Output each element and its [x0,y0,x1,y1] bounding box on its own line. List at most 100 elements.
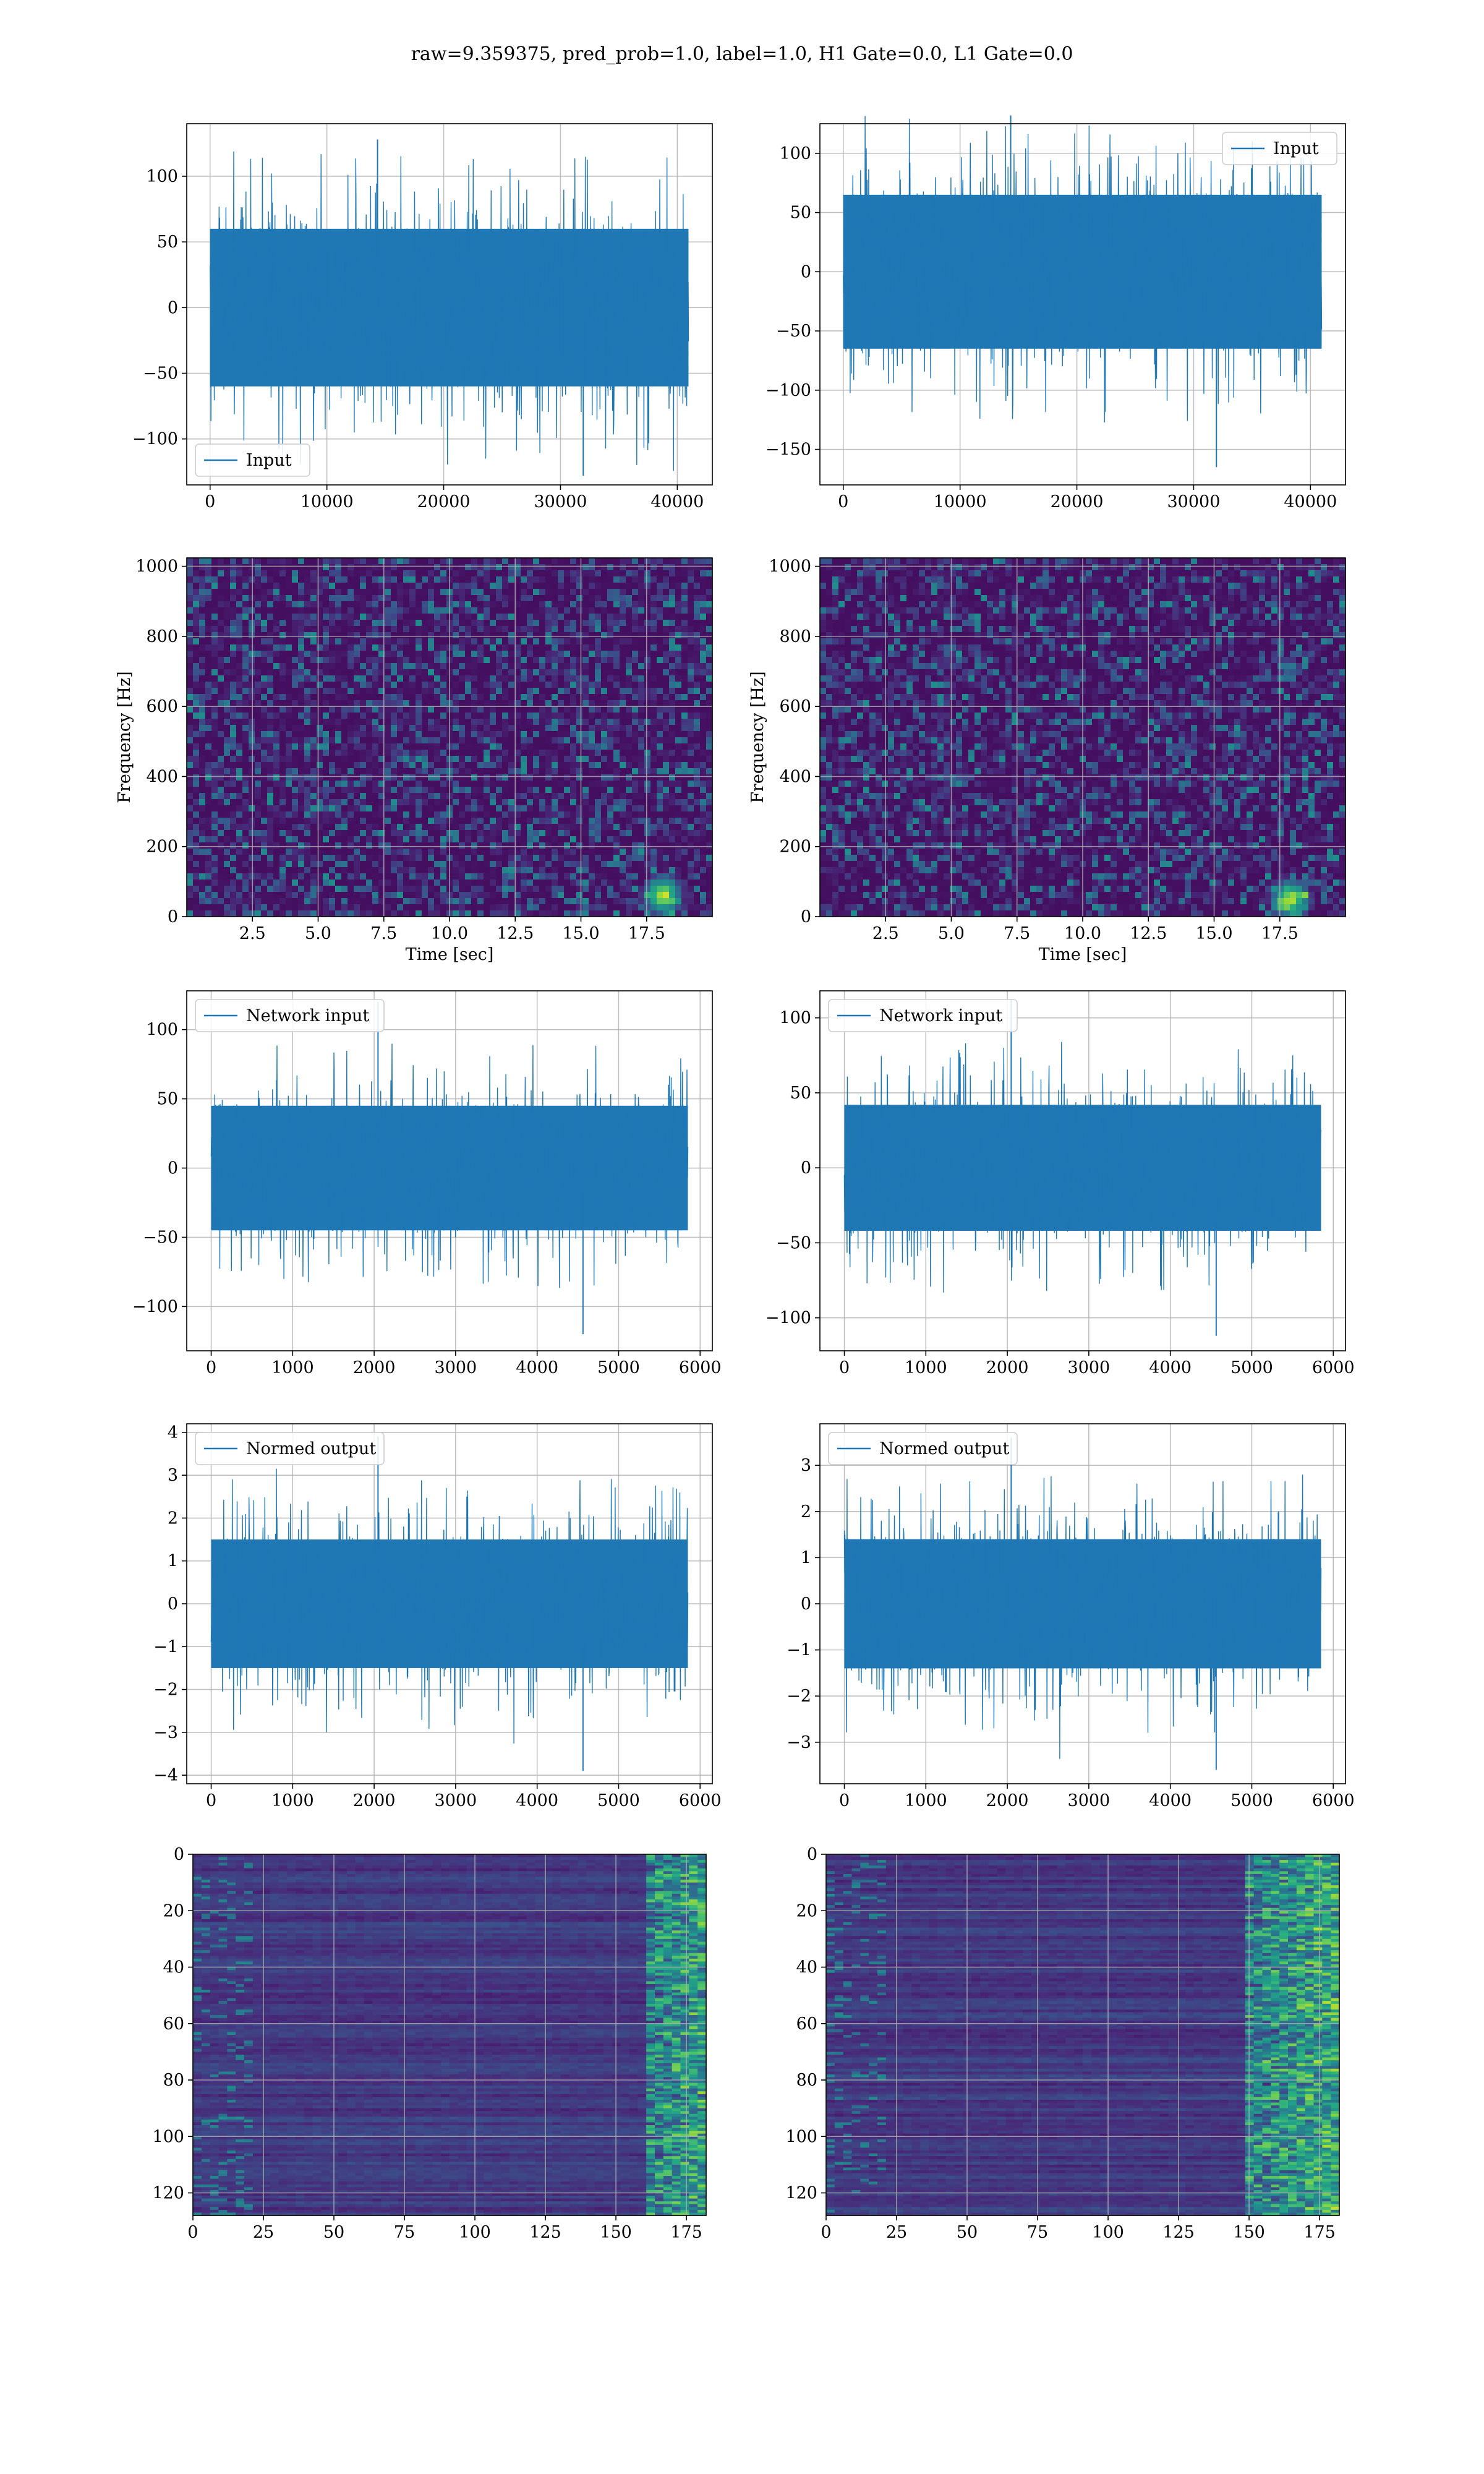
spectrogram-cell [286,719,292,726]
spectrogram-cell [576,700,583,707]
spectrogram-cell [310,750,317,756]
spectrogram-cell [218,638,224,645]
spectrogram-cell [403,607,410,614]
spectrogram-cell [261,688,268,695]
spectrogram-cell [613,892,620,899]
spectrogram-cell [601,576,608,583]
spectrogram-cell [545,824,552,831]
spectrogram-cell [341,706,348,713]
spectrogram-cell [298,781,305,787]
spectrogram-cell [465,793,472,800]
spectrogram-cell [632,774,639,781]
spectrogram-cell [539,799,546,806]
spectrogram-cell [632,811,639,818]
spectrogram-cell [502,861,509,868]
spectrogram-cell [465,886,472,892]
spectrogram-cell [502,880,509,886]
spectrogram-cell [688,638,694,645]
spectrogram-cell [694,750,701,756]
spectrogram-cell [675,669,682,676]
spectrogram-cell [323,595,330,602]
spectrogram-cell [632,787,639,794]
spectrogram-cell [638,873,645,880]
spectrogram-cell [193,762,200,769]
spectrogram-cell [317,564,323,571]
spectrogram-cell [242,570,249,577]
spectrogram-cell [613,663,620,670]
spectrogram-cell [391,570,398,577]
spectrogram-cell [607,861,614,868]
spectrogram-cell [564,855,571,862]
spectrogram-cell [298,663,305,670]
spectrogram-cell [286,737,292,744]
spectrogram-cell [477,583,484,589]
spectrogram-cell [644,632,651,639]
spectrogram-cell [490,904,497,911]
spectrogram-cell [273,750,280,756]
spectrogram-cell [527,595,534,602]
spectrogram-cell [267,910,274,917]
spectrogram-cell [403,675,410,682]
spectrogram-cell [521,799,527,806]
spectrogram-cell [496,811,503,818]
spectrogram-cell [663,570,670,577]
spectrogram-cell [434,873,441,880]
spectrogram-cell [205,892,212,899]
spectrogram-cell [545,861,552,868]
spectrogram-cell [273,570,280,577]
spectrogram-cell [620,663,626,670]
spectrogram-cell [527,589,534,596]
spectrogram-cell [354,620,360,627]
spectrogram-cell [403,886,410,892]
spectrogram-cell [576,607,583,614]
spectrogram-cell [595,675,602,682]
spectrogram-cell [496,620,503,627]
spectrogram-cell [490,700,497,707]
spectrogram-cell [323,607,330,614]
spectrogram-cell [502,644,509,651]
spectrogram-cell [607,663,614,670]
spectrogram-cell [249,886,255,892]
spectrogram-cell [521,743,527,750]
spectrogram-cell [403,651,410,657]
spectrogram-cell [409,688,416,695]
spectrogram-cell [539,756,546,763]
spectrogram-cell [385,595,391,602]
spectrogram-cell [199,768,206,775]
spectrogram-cell [360,861,367,868]
spectrogram-cell [310,583,317,589]
spectrogram-cell [681,663,688,670]
spectrogram-cell [650,842,657,849]
spectrogram-cell [279,849,286,855]
spectrogram-cell [440,638,447,645]
spectrogram-cell [595,638,602,645]
spectrogram-cell [508,774,515,781]
spectrogram-cell [187,824,194,831]
spectrogram-cell [496,781,503,787]
spectrogram-cell [620,824,626,831]
spectrogram-cell [669,583,676,589]
spectrogram-cell [205,675,212,682]
spectrogram-cell [496,675,503,682]
spectrogram-cell [539,626,546,633]
spectrogram-cell [626,756,633,763]
spectrogram-cell [527,601,534,608]
spectrogram-cell [434,694,441,701]
spectrogram-cell [199,910,206,917]
spectrogram-cell [564,873,571,880]
spectrogram-cell [490,706,497,713]
spectrogram-cell [292,706,299,713]
spectrogram-cell [681,607,688,614]
spectrogram-cell [465,861,472,868]
spectrogram-cell [576,824,583,831]
spectrogram-cell [706,873,713,880]
spectrogram-cell [298,576,305,583]
spectrogram-cell [366,787,373,794]
spectrogram-cell [626,632,633,639]
spectrogram-cell [607,805,614,812]
spectrogram-cell [242,657,249,664]
spectrogram-cell [335,589,342,596]
spectrogram-cell [459,880,466,886]
spectrogram-cell [527,657,534,664]
spectrogram-cell [242,583,249,589]
